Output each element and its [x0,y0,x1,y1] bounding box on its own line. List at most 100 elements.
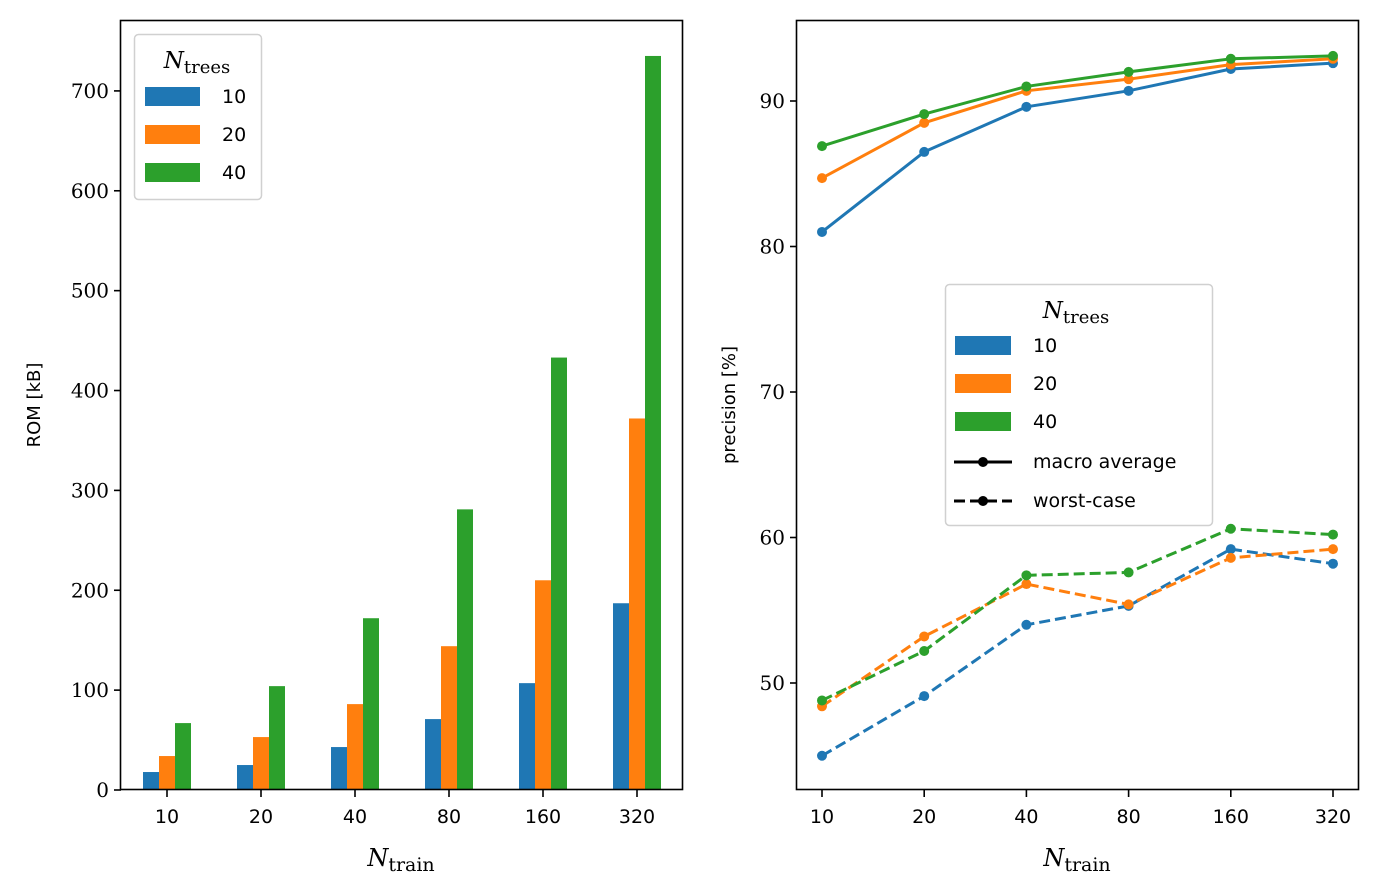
bar-10-80 [425,719,441,790]
y-tick-label: 400 [71,379,109,403]
y-tick-label: 600 [71,179,109,203]
point-20-worst-case-20 [919,631,930,642]
y-tick-label: 80 [760,235,785,259]
point-20-worst-case-320 [1328,544,1338,555]
bar-20-10 [159,756,175,790]
point-20-macro-average-10 [817,173,827,184]
point-40-worst-case-40 [1021,570,1032,581]
legend-label: 40 [222,162,246,184]
x-tick-label: 80 [1117,806,1141,828]
bars-group [143,55,661,791]
x-tick-label: 320 [619,806,655,828]
series-line-20-macro-average [821,57,1334,180]
left-x-ticks: 10 20 40 80 160 320 [155,790,655,828]
point-40-macro-average-320 [1328,50,1338,61]
x-tick-label: 160 [1213,806,1249,828]
right-x-axis-label: Ntrain [1042,844,1110,876]
lines-group [817,50,1338,761]
bar-10-20 [237,765,253,790]
point-40-macro-average-160 [1225,53,1236,64]
legend-swatch-40 [145,163,200,182]
left-axes-frame [119,19,684,791]
legend-label: 40 [1033,411,1057,433]
legend-swatch-20 [955,374,1011,393]
bar-20-160 [535,580,551,790]
x-tick-label: 20 [912,806,936,828]
legend-label: macro average [1033,451,1176,473]
right-x-ticks: 10 20 40 80 160 320 [810,790,1351,828]
point-10-macro-average-80 [1123,85,1134,96]
series-line-10-macro-average [821,61,1334,234]
left-y-axis-label: ROM [kB] [24,363,45,448]
point-10-worst-case-40 [1021,619,1032,630]
y-tick-label: 60 [760,526,785,550]
point-40-macro-average-10 [817,141,827,152]
point-20-worst-case-80 [1123,599,1134,610]
bar-20-20 [253,737,269,790]
x-tick-label: 40 [343,806,367,828]
series-line-40-worst-case [821,527,1334,702]
legend-swatch-10 [145,87,200,106]
bar-40-320 [645,55,661,791]
right-legend-title: Ntrees [1042,298,1110,328]
legend-label: 20 [1033,373,1057,395]
x-tick-label: 20 [249,806,273,828]
legend-swatch-10 [955,336,1011,355]
x-tick-label: 320 [1315,806,1351,828]
point-40-worst-case-80 [1123,567,1134,578]
point-20-worst-case-40 [1021,579,1032,590]
point-10-worst-case-20 [919,691,930,702]
legend-label: 10 [1033,335,1057,357]
legend-marker [978,496,988,506]
point-40-macro-average-40 [1021,81,1032,92]
x-tick-label: 160 [525,806,561,828]
series-line-20-worst-case [821,547,1334,708]
right-y-ticks: 50 60 70 80 90 [760,89,797,695]
rom-bar-chart: 0 100 200 300 400 500 600 700 10 20 40 80 160 320 RO… [24,19,684,876]
legend-label: worst-case [1033,490,1136,512]
y-tick-label: 100 [71,678,109,702]
point-40-worst-case-320 [1328,529,1338,540]
bar-10-160 [519,683,535,790]
bar-40-80 [457,509,473,790]
left-x-axis-label: Ntrain [366,844,434,876]
point-20-macro-average-80 [1123,74,1134,85]
right-axes-frame [795,19,1360,791]
y-tick-label: 300 [71,478,109,502]
x-tick-label: 40 [1014,806,1038,828]
y-tick-label: 200 [71,578,109,602]
x-tick-label: 80 [437,806,461,828]
legend-swatch-40 [955,412,1011,431]
y-tick-label: 0 [96,778,109,802]
bar-10-320 [613,603,629,790]
left-legend-title: Ntrees [163,48,231,78]
point-10-worst-case-10 [817,750,827,761]
bar-40-40 [363,618,379,790]
bar-20-80 [441,646,457,790]
y-tick-label: 500 [71,279,109,303]
point-10-worst-case-160 [1225,544,1236,555]
left-legend: Ntrees 10 20 40 [133,33,263,201]
point-10-worst-case-320 [1328,558,1338,569]
bar-40-160 [551,357,567,790]
bar-10-10 [143,772,159,790]
right-legend-box [944,283,1214,527]
legend-label: 20 [222,124,246,146]
y-tick-label: 50 [760,671,785,695]
legend-marker [978,457,988,467]
y-tick-label: 90 [760,89,785,113]
bar-20-40 [347,704,363,790]
point-40-worst-case-160 [1225,523,1236,534]
point-10-macro-average-40 [1021,101,1032,112]
bar-40-10 [175,723,191,790]
series-line-10-worst-case [821,547,1334,758]
point-20-worst-case-160 [1225,552,1236,563]
legend-swatch-20 [145,125,200,144]
x-tick-label: 10 [155,806,179,828]
point-20-macro-average-20 [919,117,930,128]
right-legend: Ntrees 10 20 40 macro average worst-case [944,283,1214,527]
point-40-macro-average-80 [1123,66,1134,77]
left-y-ticks: 0 100 200 300 400 500 600 700 [71,79,121,802]
point-40-worst-case-10 [817,695,827,706]
